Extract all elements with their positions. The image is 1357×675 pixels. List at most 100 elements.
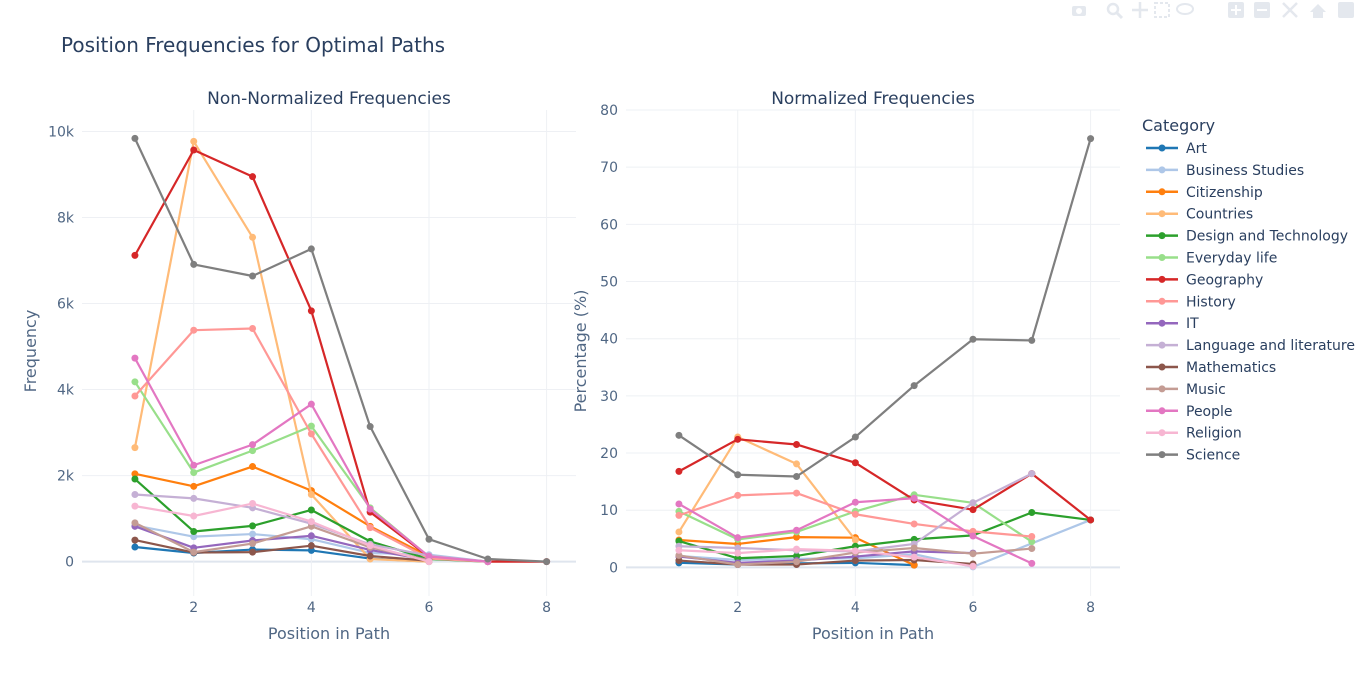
data-point[interactable]	[734, 471, 742, 479]
data-point[interactable]	[190, 326, 198, 334]
lasso-icon[interactable]	[1176, 3, 1194, 15]
legend-item-business-studies[interactable]: Business Studies	[1146, 163, 1304, 179]
data-point[interactable]	[734, 435, 742, 443]
data-point[interactable]	[307, 490, 315, 498]
data-point[interactable]	[734, 534, 742, 542]
data-point[interactable]	[1087, 135, 1095, 143]
data-point[interactable]	[851, 498, 859, 506]
data-point[interactable]	[131, 378, 139, 386]
data-point[interactable]	[425, 558, 433, 566]
data-point[interactable]	[969, 550, 977, 558]
series-line[interactable]	[678, 550, 974, 564]
data-point[interactable]	[1028, 559, 1036, 567]
data-point[interactable]	[675, 551, 683, 559]
data-point[interactable]	[910, 494, 918, 502]
series-religion[interactable]	[675, 545, 977, 570]
data-point[interactable]	[249, 530, 257, 538]
box-select-icon[interactable]	[1154, 2, 1170, 18]
data-point[interactable]	[793, 533, 801, 541]
series-line[interactable]	[678, 548, 974, 568]
series-line[interactable]	[677, 435, 857, 541]
data-point[interactable]	[793, 526, 801, 534]
data-point[interactable]	[190, 512, 198, 520]
data-point[interactable]	[131, 519, 139, 527]
data-point[interactable]	[307, 422, 315, 430]
data-point[interactable]	[366, 542, 374, 550]
data-point[interactable]	[793, 440, 801, 448]
legend-item-it[interactable]: IT	[1146, 316, 1199, 332]
legend[interactable]: Category Art Business Studies Citizenship C…	[1142, 116, 1355, 464]
subplot-1-series[interactable]	[131, 134, 551, 566]
data-point[interactable]	[793, 460, 801, 468]
data-point[interactable]	[307, 518, 315, 526]
reset-axes-icon[interactable]	[1310, 4, 1326, 18]
data-point[interactable]	[249, 500, 257, 508]
data-point[interactable]	[190, 146, 198, 154]
legend-item-science[interactable]: Science	[1146, 448, 1240, 464]
legend-item-religion[interactable]: Religion	[1146, 426, 1242, 442]
legend-item-music[interactable]: Music	[1146, 382, 1226, 398]
data-point[interactable]	[675, 557, 683, 565]
series-line[interactable]	[134, 502, 430, 563]
data-point[interactable]	[969, 499, 977, 507]
pan-icon[interactable]	[1132, 2, 1148, 18]
data-point[interactable]	[249, 548, 257, 556]
series-line[interactable]	[134, 521, 430, 562]
data-point[interactable]	[131, 444, 139, 452]
series-line[interactable]	[133, 137, 547, 563]
data-point[interactable]	[675, 528, 683, 536]
data-point[interactable]	[851, 433, 859, 441]
legend-item-people[interactable]: People	[1146, 404, 1233, 420]
data-point[interactable]	[1028, 336, 1036, 344]
data-point[interactable]	[910, 553, 918, 561]
data-point[interactable]	[249, 441, 257, 449]
data-point[interactable]	[793, 489, 801, 497]
data-point[interactable]	[190, 527, 198, 535]
data-point[interactable]	[675, 511, 683, 519]
series-line[interactable]	[134, 539, 430, 562]
series-countries[interactable]	[131, 137, 433, 566]
data-point[interactable]	[484, 555, 492, 563]
data-point[interactable]	[366, 524, 374, 532]
data-point[interactable]	[131, 251, 139, 259]
legend-item-history[interactable]: History	[1146, 294, 1236, 310]
data-point[interactable]	[851, 547, 859, 555]
legend-item-citizenship[interactable]: Citizenship	[1146, 185, 1263, 201]
data-point[interactable]	[851, 510, 859, 518]
data-point[interactable]	[307, 506, 315, 514]
data-point[interactable]	[675, 546, 683, 554]
series-line[interactable]	[133, 140, 430, 563]
modebar-toolbar[interactable]	[1070, 0, 1357, 20]
series-line[interactable]	[678, 511, 1091, 560]
data-point[interactable]	[249, 463, 257, 471]
data-point[interactable]	[366, 505, 374, 513]
data-point[interactable]	[307, 400, 315, 408]
series-science[interactable]	[675, 135, 1095, 481]
series-line[interactable]	[678, 138, 1092, 478]
data-point[interactable]	[307, 532, 315, 540]
data-point[interactable]	[675, 500, 683, 508]
data-point[interactable]	[910, 544, 918, 552]
data-point[interactable]	[131, 392, 139, 400]
data-point[interactable]	[249, 233, 257, 241]
legend-item-design-and-technology[interactable]: Design and Technology	[1146, 229, 1348, 245]
data-point[interactable]	[190, 461, 198, 469]
data-point[interactable]	[190, 137, 198, 145]
data-point[interactable]	[543, 558, 551, 566]
legend-item-everyday-life[interactable]: Everyday life	[1146, 251, 1277, 267]
data-point[interactable]	[131, 470, 139, 478]
legend-item-language-and-literature[interactable]: Language and literature	[1146, 338, 1355, 354]
data-point[interactable]	[249, 173, 257, 181]
data-point[interactable]	[249, 324, 257, 332]
data-point[interactable]	[190, 494, 198, 502]
series-line[interactable]	[134, 525, 430, 561]
data-point[interactable]	[793, 473, 801, 481]
data-point[interactable]	[793, 558, 801, 566]
data-point[interactable]	[190, 482, 198, 490]
data-point[interactable]	[675, 467, 683, 475]
data-point[interactable]	[366, 423, 374, 431]
series-line[interactable]	[678, 438, 1092, 521]
zoom-out-icon[interactable]	[1254, 2, 1270, 18]
data-point[interactable]	[851, 557, 859, 565]
legend-item-mathematics[interactable]: Mathematics	[1146, 360, 1276, 376]
